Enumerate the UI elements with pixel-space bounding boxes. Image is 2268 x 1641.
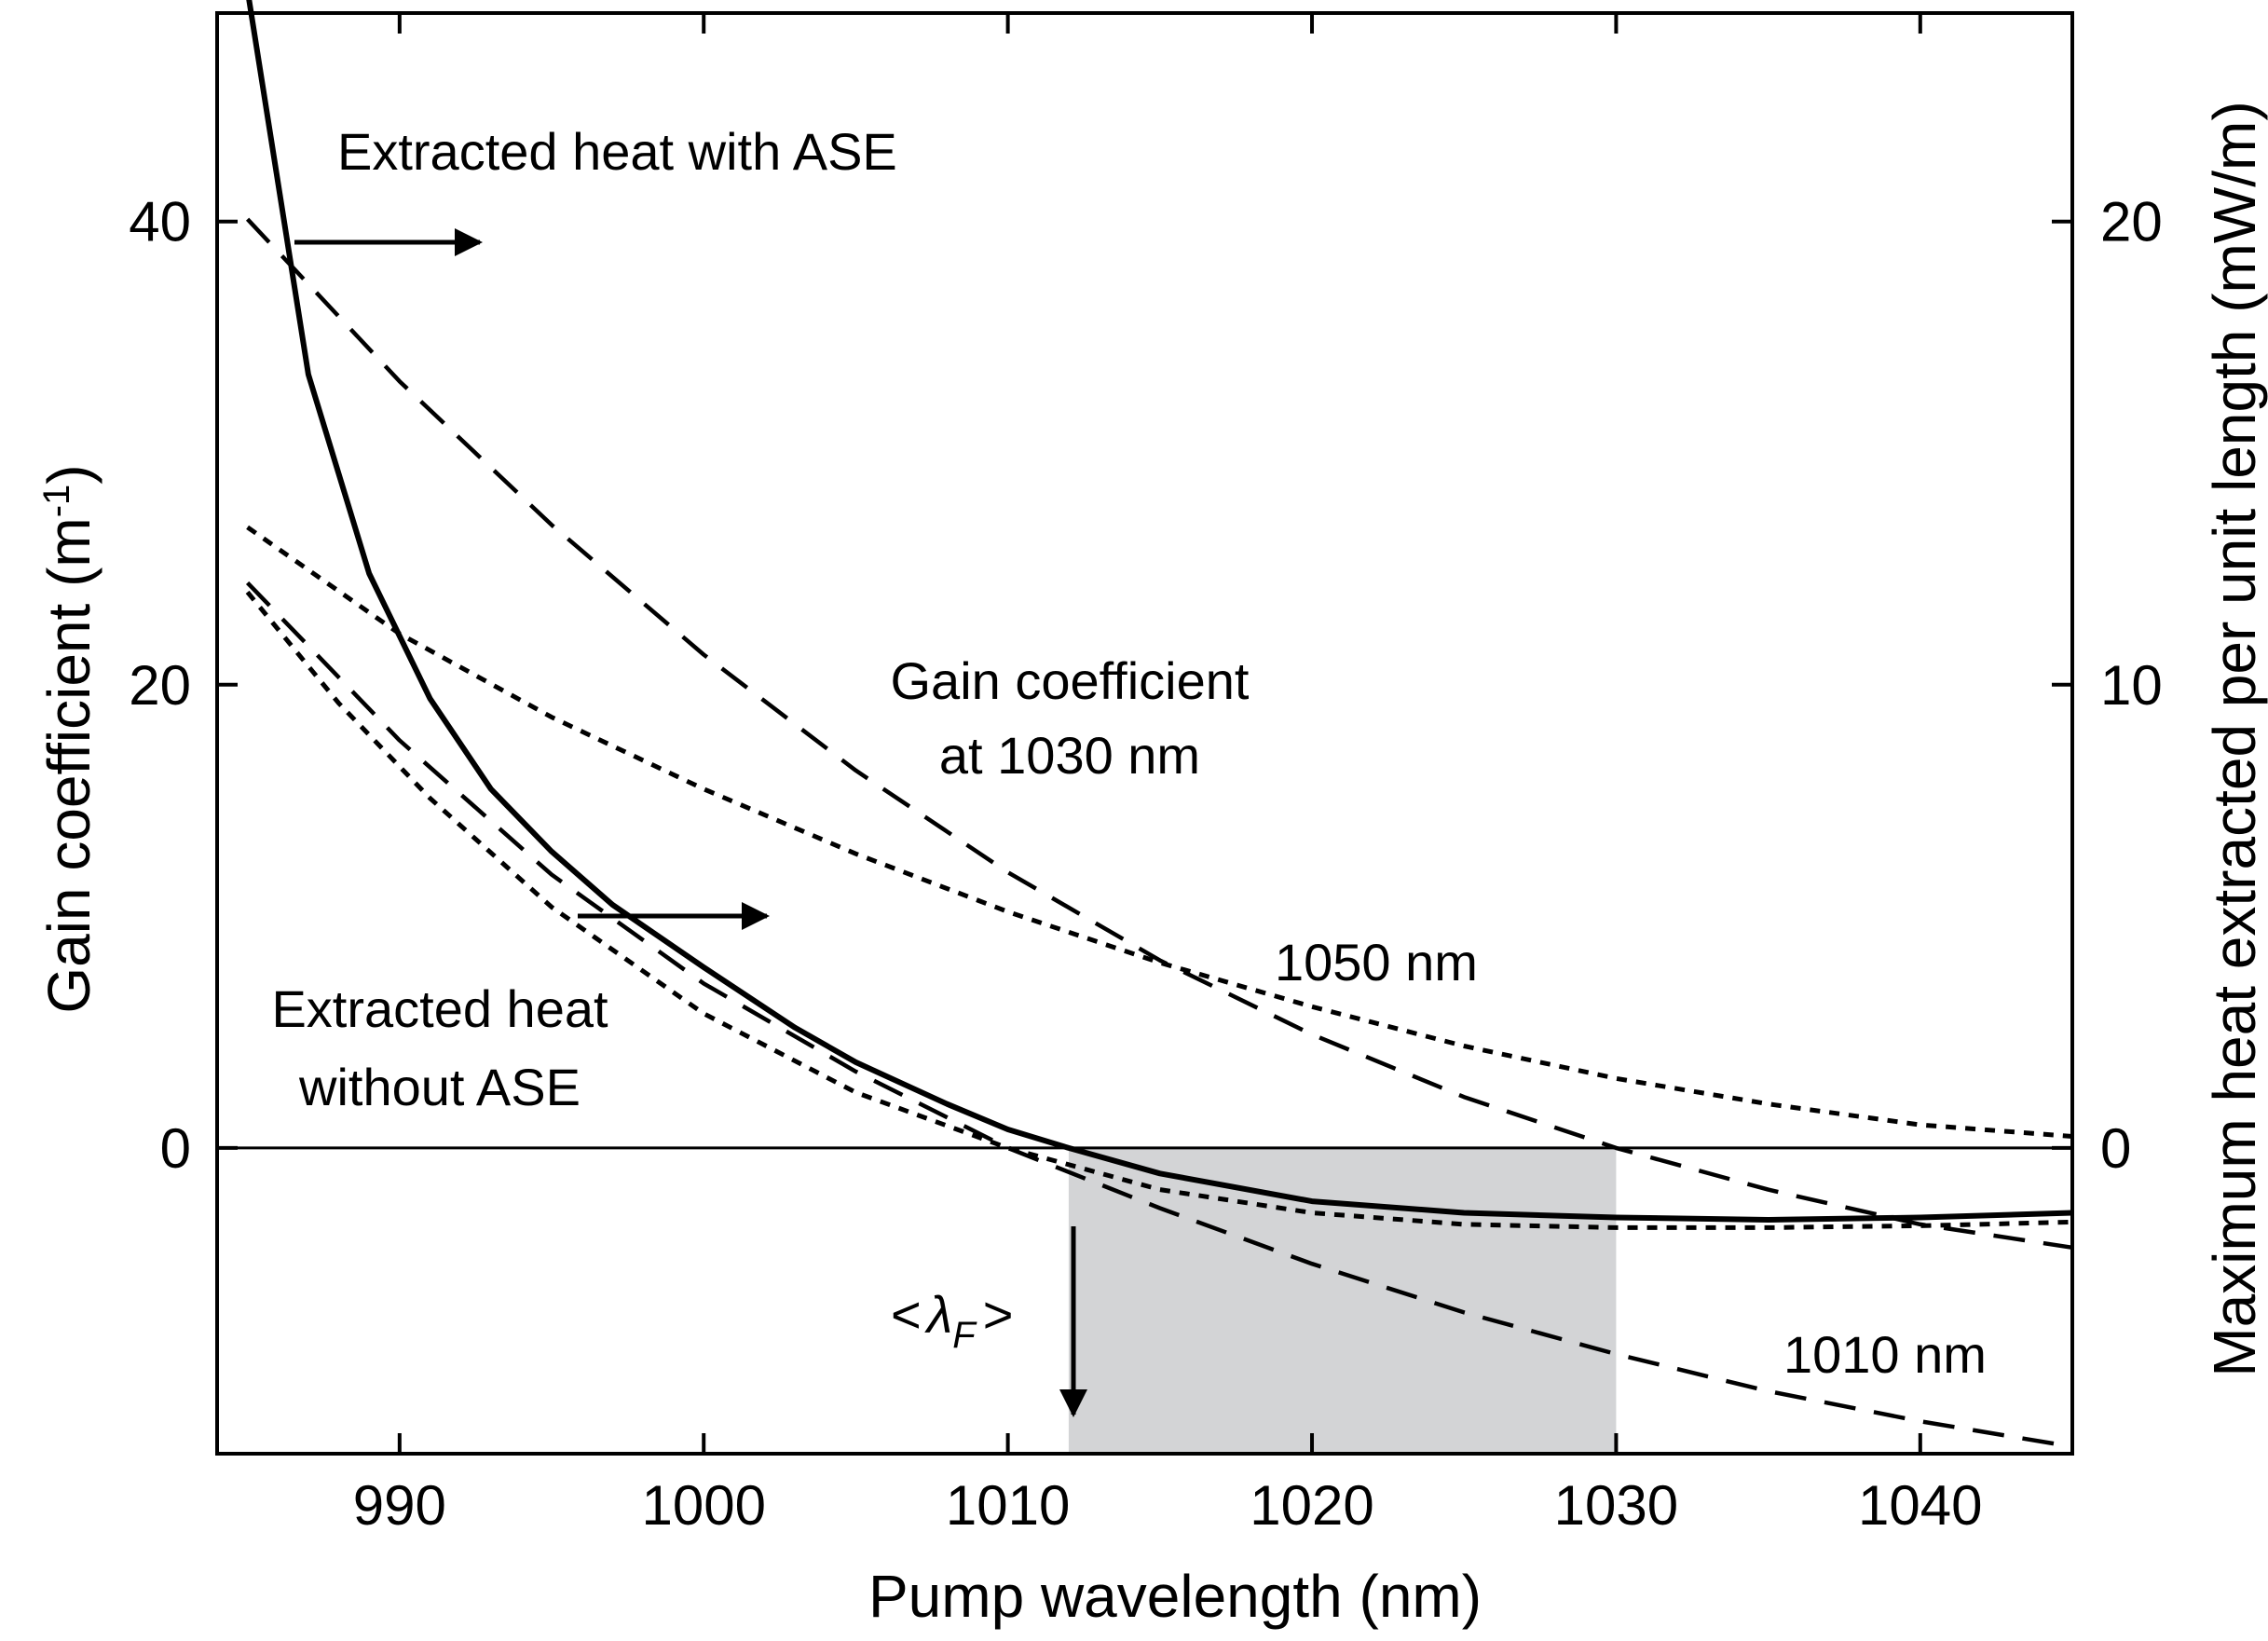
- lambda-open: <: [891, 1285, 922, 1344]
- series-line-3: [245, 217, 2073, 1251]
- y-axis-label-close: ): [35, 464, 102, 484]
- annotation-heat-without-ase-line2: without ASE: [298, 1058, 581, 1116]
- y-axis-label: Gain coefficient (m-1): [35, 464, 102, 1013]
- y-tick-label: 20: [129, 654, 191, 717]
- x-tick-label: 1030: [1554, 1474, 1678, 1537]
- lambda-subscript: F: [952, 1315, 977, 1356]
- x-tick-label: 1020: [1250, 1474, 1373, 1537]
- y-tick-label: 40: [129, 191, 191, 253]
- y-tick-label: 0: [160, 1117, 191, 1180]
- plot-frame: [215, 11, 2074, 1456]
- x-tick-label: 990: [353, 1474, 446, 1537]
- annotation-gain-1030-line1: Gain coefficient: [891, 651, 1250, 710]
- y2-tick-label: 20: [2100, 191, 2163, 253]
- y2-tick-label: 0: [2100, 1117, 2131, 1180]
- x-tick-label: 1040: [1858, 1474, 1982, 1537]
- annotation-heat-with-ase: Extracted heat with ASE: [337, 122, 897, 181]
- series-line-2: [245, 590, 2073, 1230]
- shaded-region: [1068, 1147, 1617, 1454]
- series-line-1: [246, 0, 2073, 1223]
- y2-axis-label: Maximum heat extracted per unit length (…: [2201, 101, 2268, 1376]
- series-layer: [245, 0, 2073, 1449]
- annotation-heat-without-ase-line1: Extracted heat: [271, 979, 608, 1038]
- lambda-close: >: [983, 1285, 1014, 1344]
- series-line-4: [246, 525, 2073, 1139]
- axes-layer: [215, 11, 2074, 1456]
- series-line-5: [245, 581, 2073, 1449]
- annotation-1010nm: 1010 nm: [1783, 1325, 1987, 1384]
- x-axis-label: Pump wavelength (nm): [868, 1563, 1482, 1630]
- y-axis-label-text: Gain coefficient (m: [35, 517, 102, 1013]
- y2-tick-label: 10: [2100, 654, 2163, 717]
- annotation-gain-1030-line2: at 1030 nm: [939, 726, 1200, 785]
- y-axis-label-superscript: -1: [36, 485, 77, 518]
- lambda-symbol: λ: [924, 1285, 953, 1344]
- x-tick-label: 1010: [946, 1474, 1070, 1537]
- annotation-1050nm: 1050 nm: [1275, 933, 1478, 991]
- shaded-region-layer: [1068, 1147, 1617, 1454]
- annotation-lambda-f: < λF >: [891, 1285, 1013, 1356]
- x-tick-label: 1000: [641, 1474, 765, 1537]
